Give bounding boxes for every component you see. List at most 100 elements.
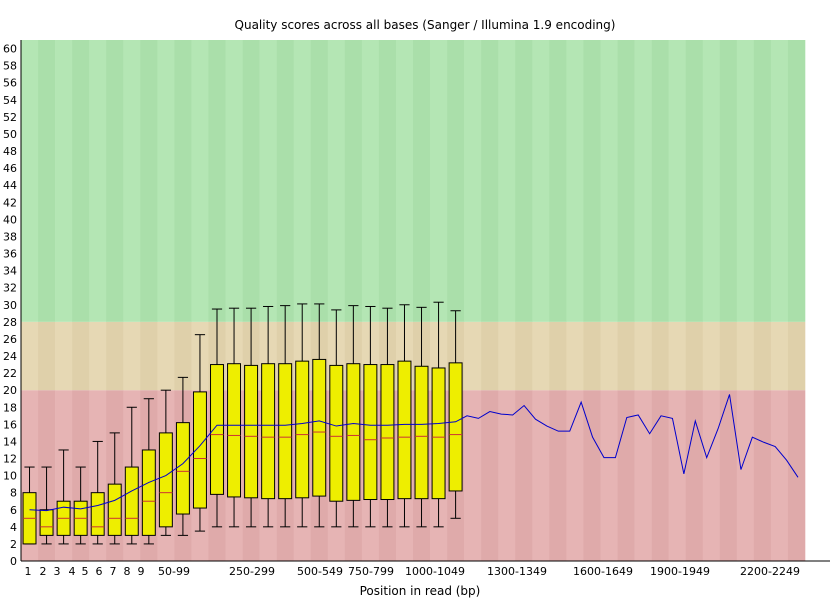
x-tick-label: 5 <box>82 565 89 578</box>
band-reasonable-stripe <box>72 321 90 391</box>
box-iqr <box>261 363 276 500</box>
y-tick-label: 54 <box>3 94 17 107</box>
band-good-stripe <box>668 40 686 322</box>
box-iqr <box>192 391 207 509</box>
band-good-stripe <box>498 40 516 322</box>
y-tick-label: 20 <box>3 384 17 397</box>
box-plot-7 <box>124 406 139 545</box>
x-tick-label: 1 <box>25 565 32 578</box>
band-good-stripe <box>242 40 260 322</box>
band-good-stripe <box>191 40 209 322</box>
band-reasonable-stripe <box>481 321 499 391</box>
y-tick-label: 12 <box>3 453 17 466</box>
box-iqr <box>244 364 259 499</box>
band-poor-stripe <box>651 390 669 561</box>
y-tick-label: 2 <box>10 538 17 551</box>
band-good-stripe <box>55 40 73 322</box>
y-tick-label: 52 <box>3 111 17 124</box>
box-iqr <box>141 449 156 536</box>
y-tick-label: 60 <box>3 43 17 56</box>
band-reasonable-stripe <box>787 321 806 391</box>
band-reasonable-stripe <box>685 321 704 391</box>
y-tick-label: 44 <box>3 179 17 192</box>
band-good-stripe <box>259 40 277 322</box>
band-reasonable-stripe <box>123 321 141 391</box>
band-good-stripe <box>753 40 772 322</box>
band-good-stripe <box>174 40 192 322</box>
band-good-stripe <box>532 40 550 322</box>
band-poor-stripe <box>515 390 533 561</box>
x-tick-label: 750-799 <box>348 565 394 578</box>
band-reasonable-stripe <box>668 321 686 391</box>
band-good-stripe <box>617 40 635 322</box>
box-plot-4 <box>73 466 88 545</box>
band-good-stripe <box>395 40 414 322</box>
box-plot-5 <box>90 440 105 545</box>
y-tick-label: 30 <box>3 299 17 312</box>
band-good-stripe <box>634 40 652 322</box>
band-reasonable-stripe <box>634 321 652 391</box>
x-tick-label: 4 <box>69 565 76 578</box>
y-tick-label: 14 <box>3 435 17 448</box>
band-reasonable-stripe <box>498 321 516 391</box>
box-plot-12 <box>210 308 224 528</box>
band-good-stripe <box>719 40 738 322</box>
band-good-stripe <box>310 40 329 322</box>
box-iqr <box>227 363 242 498</box>
band-poor-stripe <box>566 390 584 561</box>
x-tick-label: 1300-1349 <box>487 565 547 578</box>
band-poor-stripe <box>549 390 567 561</box>
box-iqr <box>363 364 378 501</box>
band-good-stripe <box>293 40 312 322</box>
band-good-stripe <box>702 40 721 322</box>
x-tick-label: 8 <box>124 565 131 578</box>
band-reasonable-stripe <box>600 321 618 391</box>
y-tick-label: 46 <box>3 162 17 175</box>
y-tick-label: 36 <box>3 248 17 261</box>
chart-title: Quality scores across all bases (Sanger … <box>235 18 616 32</box>
band-good-stripe <box>21 40 39 322</box>
box-plot-19 <box>329 309 344 528</box>
y-tick-label: 42 <box>3 196 17 209</box>
box-plot-1 <box>22 466 37 545</box>
box-iqr <box>414 365 429 500</box>
band-reasonable-stripe <box>753 321 772 391</box>
y-tick-label: 24 <box>3 350 17 363</box>
band-good-stripe <box>600 40 618 322</box>
band-poor-stripe <box>634 390 652 561</box>
band-good-stripe <box>225 40 243 322</box>
box-iqr <box>39 509 54 536</box>
y-tick-label: 0 <box>10 555 17 568</box>
x-tick-label: 1900-1949 <box>650 565 710 578</box>
box-iqr <box>346 363 361 501</box>
x-tick-label: 3 <box>54 565 61 578</box>
box-plots <box>22 301 463 545</box>
band-poor-stripe <box>600 390 618 561</box>
box-iqr <box>175 422 190 515</box>
x-tick-label: 2 <box>40 565 47 578</box>
y-tick-label: 32 <box>3 282 17 295</box>
y-tick-label: 50 <box>3 128 17 141</box>
band-poor-stripe <box>617 390 635 561</box>
band-poor-stripe <box>532 390 550 561</box>
band-good-stripe <box>327 40 346 322</box>
band-reasonable-stripe <box>566 321 584 391</box>
band-reasonable-stripe <box>464 321 482 391</box>
band-good-stripe <box>515 40 533 322</box>
box-iqr <box>448 362 463 492</box>
y-tick-label: 8 <box>10 487 17 500</box>
band-poor-stripe <box>736 390 755 561</box>
band-reasonable-stripe <box>532 321 550 391</box>
band-reasonable-stripe <box>157 321 175 391</box>
band-reasonable-stripe <box>651 321 669 391</box>
box-iqr <box>278 363 293 500</box>
band-good-stripe <box>378 40 397 322</box>
band-reasonable-stripe <box>719 321 738 391</box>
box-iqr <box>295 360 310 499</box>
box-plot-17 <box>295 303 310 528</box>
band-reasonable-stripe <box>89 321 107 391</box>
axes <box>20 40 830 562</box>
box-plot-22 <box>380 307 395 528</box>
box-plot-24 <box>414 306 429 528</box>
band-poor-stripe <box>719 390 738 561</box>
